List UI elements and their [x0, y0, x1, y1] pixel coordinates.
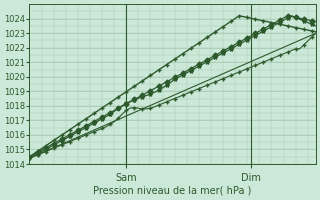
X-axis label: Pression niveau de la mer( hPa ): Pression niveau de la mer( hPa )	[93, 186, 252, 196]
